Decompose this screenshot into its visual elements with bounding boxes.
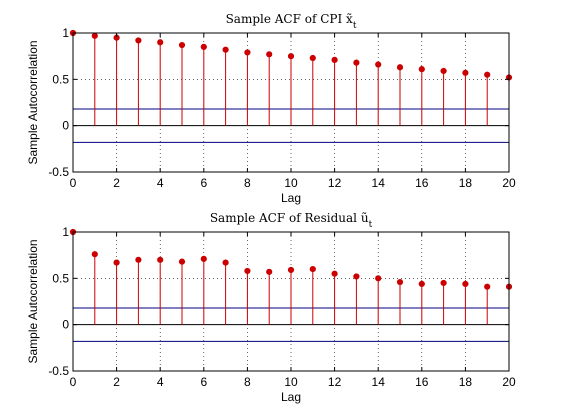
x-axis-label: Lag bbox=[281, 191, 301, 205]
x-tick-label: 8 bbox=[244, 375, 251, 389]
x-tick-label: 8 bbox=[244, 176, 251, 190]
acf-point bbox=[484, 71, 491, 78]
acf-point bbox=[178, 41, 186, 49]
acf-point bbox=[266, 268, 273, 275]
chart-title: Sample ACF of Residual ũt bbox=[210, 211, 373, 230]
acf-point bbox=[266, 51, 273, 58]
x-tick-label: 6 bbox=[200, 176, 207, 190]
acf-point bbox=[309, 265, 316, 273]
acf-point bbox=[113, 259, 120, 266]
acf-point bbox=[375, 61, 382, 68]
y-tick-label: -0.5 bbox=[48, 364, 69, 378]
acf-point bbox=[200, 255, 207, 262]
acf-point bbox=[91, 251, 98, 258]
x-tick-label: 2 bbox=[113, 176, 120, 190]
acf-point bbox=[178, 258, 186, 265]
acf-point bbox=[135, 37, 142, 44]
acf-point bbox=[157, 256, 164, 263]
acf-point bbox=[462, 280, 469, 287]
x-tick-label: 20 bbox=[502, 176, 516, 190]
y-axis-label: Sample Autocorrelation bbox=[26, 40, 40, 164]
acf-point bbox=[484, 283, 491, 290]
x-tick-label: 18 bbox=[459, 176, 473, 190]
x-tick-label: 4 bbox=[157, 176, 164, 190]
chart-title: Sample ACF of CPI x̃t bbox=[226, 12, 357, 31]
x-tick-label: 16 bbox=[415, 375, 429, 389]
acf-point bbox=[135, 256, 142, 263]
acf-point bbox=[287, 266, 295, 274]
acf-point bbox=[200, 43, 207, 51]
x-tick-label: 20 bbox=[502, 375, 516, 389]
acf-point bbox=[353, 273, 360, 280]
x-tick-label: 4 bbox=[157, 375, 164, 389]
x-tick-label: 10 bbox=[284, 375, 298, 389]
acf-point bbox=[331, 56, 338, 63]
x-tick-label: 14 bbox=[372, 375, 386, 389]
acf-point bbox=[440, 67, 447, 75]
x-tick-label: 0 bbox=[70, 176, 77, 190]
x-tick-label: 12 bbox=[328, 375, 342, 389]
acf-point bbox=[375, 275, 382, 282]
acf-point bbox=[462, 69, 469, 76]
y-tick-label: 0 bbox=[62, 318, 69, 332]
acf-point bbox=[309, 54, 316, 62]
y-tick-label: 0.5 bbox=[52, 72, 69, 86]
acf-point bbox=[244, 267, 251, 275]
acf-point bbox=[222, 259, 229, 266]
acf-point bbox=[440, 279, 447, 287]
acf-point bbox=[331, 270, 338, 277]
x-tick-label: 2 bbox=[113, 375, 120, 389]
acf-point bbox=[222, 46, 229, 53]
acf-point bbox=[287, 53, 295, 60]
acf-point bbox=[418, 280, 425, 287]
x-tick-label: 18 bbox=[459, 375, 473, 389]
x-tick-label: 16 bbox=[415, 176, 429, 190]
x-tick-label: 14 bbox=[372, 176, 386, 190]
acf-point bbox=[396, 278, 404, 286]
x-axis-label: Lag bbox=[281, 390, 301, 404]
y-tick-label: -0.5 bbox=[48, 165, 69, 179]
x-tick-label: 10 bbox=[284, 176, 298, 190]
y-tick-label: 0.5 bbox=[52, 271, 69, 285]
y-tick-label: 0 bbox=[62, 119, 69, 133]
acf-point bbox=[353, 59, 360, 66]
acf-point bbox=[157, 39, 164, 46]
x-tick-label: 6 bbox=[200, 375, 207, 389]
y-axis-label: Sample Autocorrelation bbox=[26, 239, 40, 363]
acf-point bbox=[91, 32, 98, 39]
acf-point bbox=[418, 66, 425, 73]
x-tick-label: 12 bbox=[328, 176, 342, 190]
y-tick-label: 1 bbox=[62, 225, 69, 239]
x-tick-label: 0 bbox=[70, 375, 77, 389]
acf-point bbox=[396, 64, 404, 71]
acf-point bbox=[244, 49, 251, 56]
y-tick-label: 1 bbox=[62, 26, 69, 40]
